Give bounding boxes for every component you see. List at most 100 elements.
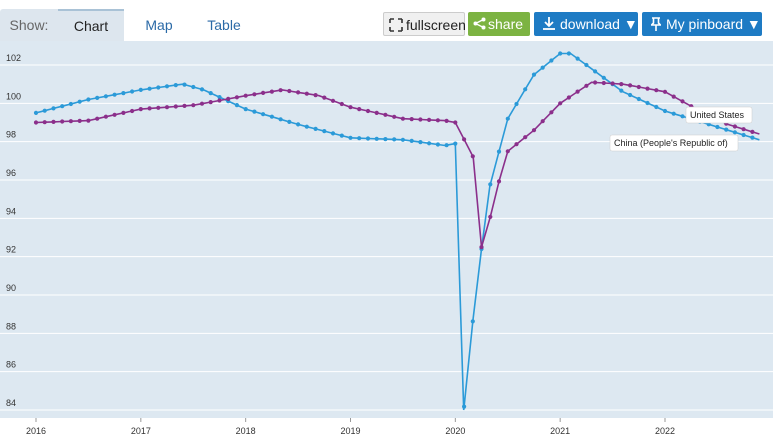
data-point[interactable] [357, 136, 362, 141]
data-point[interactable] [750, 129, 755, 134]
data-point[interactable] [619, 88, 624, 93]
data-point[interactable] [234, 103, 239, 108]
data-point[interactable] [182, 82, 187, 87]
data-point[interactable] [339, 101, 344, 107]
data-point[interactable] [619, 82, 624, 87]
data-point[interactable] [296, 122, 301, 127]
data-point[interactable] [95, 116, 100, 121]
data-point[interactable] [514, 142, 519, 147]
data-point[interactable] [628, 92, 633, 98]
data-point[interactable] [496, 179, 502, 184]
data-point[interactable] [662, 108, 668, 114]
data-point[interactable] [453, 120, 458, 125]
data-point[interactable] [156, 85, 161, 90]
data-point[interactable] [348, 135, 353, 140]
data-point[interactable] [488, 182, 493, 187]
data-point[interactable] [42, 108, 47, 113]
data-point[interactable] [435, 118, 440, 123]
data-point[interactable] [531, 128, 537, 133]
data-point[interactable] [287, 119, 292, 124]
data-point[interactable] [322, 129, 327, 134]
data-point[interactable] [322, 95, 327, 100]
data-point[interactable] [462, 404, 467, 409]
share-button[interactable]: share [468, 12, 530, 36]
data-point[interactable] [654, 104, 659, 110]
data-point[interactable] [348, 105, 353, 110]
data-point[interactable] [750, 135, 755, 140]
data-point[interactable] [199, 87, 205, 92]
data-point[interactable] [86, 118, 91, 123]
data-point[interactable] [199, 101, 205, 106]
data-point[interactable] [392, 114, 397, 119]
data-point[interactable] [147, 106, 152, 111]
data-point[interactable] [103, 114, 108, 119]
data-point[interactable] [584, 62, 589, 68]
data-point[interactable] [724, 127, 729, 132]
data-point[interactable] [409, 117, 414, 122]
data-point[interactable] [68, 119, 73, 124]
data-point[interactable] [208, 100, 213, 105]
data-point[interactable] [427, 141, 432, 146]
data-point[interactable] [418, 117, 423, 122]
data-point[interactable] [593, 80, 598, 85]
data-point[interactable] [60, 119, 65, 124]
data-point[interactable] [383, 112, 388, 117]
data-point[interactable] [566, 51, 572, 56]
data-point[interactable] [51, 119, 56, 124]
data-point[interactable] [392, 137, 397, 142]
data-point[interactable] [732, 130, 738, 135]
data-point[interactable] [121, 110, 126, 115]
data-point[interactable] [523, 135, 528, 140]
data-point[interactable] [217, 98, 222, 103]
data-point[interactable] [313, 93, 318, 98]
data-point[interactable] [147, 86, 152, 91]
data-point[interactable] [138, 107, 143, 112]
data-point[interactable] [558, 101, 563, 106]
data-point[interactable] [304, 91, 309, 96]
data-point[interactable] [671, 111, 676, 116]
data-point[interactable] [226, 96, 231, 101]
data-point[interactable] [654, 88, 659, 93]
data-point[interactable] [191, 103, 196, 108]
data-point[interactable] [470, 154, 475, 159]
data-point[interactable] [400, 116, 405, 121]
data-point[interactable] [566, 95, 572, 100]
data-point[interactable] [138, 87, 143, 92]
data-point[interactable] [610, 81, 615, 86]
data-point[interactable] [540, 119, 545, 124]
data-point[interactable] [601, 75, 606, 80]
data-point[interactable] [86, 97, 91, 102]
data-point[interactable] [42, 120, 47, 125]
data-point[interactable] [182, 103, 187, 108]
data-point[interactable] [357, 107, 362, 112]
data-point[interactable] [444, 118, 449, 123]
data-point[interactable] [628, 83, 633, 88]
data-point[interactable] [365, 108, 371, 114]
data-point[interactable] [671, 94, 676, 99]
data-point[interactable] [645, 86, 650, 91]
data-point[interactable] [374, 110, 379, 115]
data-point[interactable] [112, 112, 117, 117]
data-point[interactable] [121, 91, 126, 96]
data-point[interactable] [269, 89, 274, 94]
data-point[interactable] [514, 101, 519, 107]
data-point[interactable] [409, 138, 414, 143]
data-point[interactable] [523, 87, 528, 92]
data-point[interactable] [60, 104, 65, 109]
data-point[interactable] [505, 116, 510, 121]
data-point[interactable] [462, 137, 467, 142]
data-point[interactable] [130, 108, 135, 114]
data-point[interactable] [479, 245, 484, 250]
data-point[interactable] [261, 90, 266, 95]
data-point[interactable] [296, 90, 301, 95]
data-point[interactable] [103, 94, 108, 99]
data-point[interactable] [584, 83, 589, 88]
data-point[interactable] [51, 106, 56, 111]
data-point[interactable] [365, 136, 371, 141]
data-point[interactable] [601, 80, 606, 86]
data-point[interactable] [173, 83, 178, 88]
data-point[interactable] [164, 105, 170, 110]
data-point[interactable] [208, 91, 213, 96]
data-point[interactable] [453, 141, 458, 146]
data-point[interactable] [164, 84, 170, 89]
